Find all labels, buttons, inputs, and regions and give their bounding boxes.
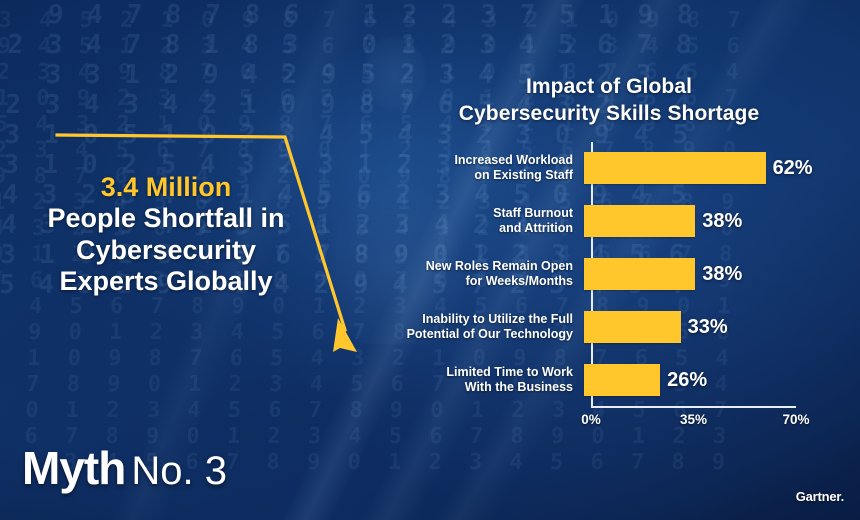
bar-track: 38% (584, 248, 850, 301)
bar-value-label: 33% (687, 315, 728, 338)
gartner-logo: Gartner. (795, 489, 844, 504)
bar-track: 38% (584, 195, 850, 248)
bar-category-label: Staff Burnout and Attrition (400, 206, 582, 237)
bar-row: New Roles Remain Open for Weeks/Months 38% (400, 248, 850, 301)
bar-category-label-line: New Roles Remain Open (425, 258, 573, 273)
bar-category-label-line: and Attrition (499, 221, 573, 236)
bar-row: Staff Burnout and Attrition 38% (400, 195, 850, 248)
bar-row: Inability to Utilize the Full Potential o… (400, 301, 850, 354)
myth-number: No. 3 (131, 449, 227, 493)
bar-rows-container: Increased Workload on Existing Staff 62% St… (400, 142, 850, 407)
bar (584, 258, 696, 291)
headline-body: People Shortfall in Cybersecurity Expert… (47, 203, 285, 296)
bar-category-label-line: on Existing Staff (474, 168, 573, 183)
x-axis-tick-label: 70% (782, 411, 810, 427)
bar-category-label: Inability to Utilize the Full Potential o… (400, 312, 582, 343)
bar-value-label: 62% (772, 156, 813, 179)
bar-category-label: New Roles Remain Open for Weeks/Months (400, 259, 582, 290)
bar-category-label-line: Inability to Utilize the Full (422, 311, 573, 326)
chart-plot-area: Increased Workload on Existing Staff 62% St… (400, 141, 850, 427)
bar-category-label-line: Limited Time to Work (446, 364, 573, 379)
bar-track: 33% (584, 301, 850, 354)
bar-category-label-line: Increased Workload (454, 152, 573, 167)
x-axis-ticks: 0% 35% 70% (581, 411, 809, 434)
bar-row: Limited Time to Work With the Business 26% (400, 354, 850, 407)
bar-category-label-line: Staff Burnout (493, 205, 573, 220)
bar-value-label: 26% (667, 368, 708, 391)
x-axis-tick-label: 0% (581, 411, 601, 427)
x-axis-tick-label: 35% (679, 411, 708, 427)
bar-track: 62% (584, 142, 850, 195)
headline-block: 3.4 Million People Shortfall in Cybersec… (26, 172, 306, 297)
bar-category-label-line: Potential of Our Technology (406, 327, 573, 342)
chart-title-line-2: Cybersecurity Skills Shortage (458, 101, 760, 125)
bar (584, 311, 681, 344)
chart-title-line-1: Impact of Global (525, 75, 693, 98)
bar (584, 152, 766, 185)
myth-label: Myth No. 3 (22, 441, 227, 495)
bar-value-label: 38% (702, 262, 743, 285)
bar-category-label-line: With the Business (464, 380, 573, 395)
bar-category-label: Increased Workload on Existing Staff (400, 153, 582, 184)
chart-title: Impact of Global Cybersecurity Skills Sh… (424, 74, 794, 128)
bar-category-label-line: for Weeks/Months (465, 274, 573, 289)
bar-value-label: 38% (702, 209, 743, 232)
bar-chart: Impact of Global Cybersecurity Skills Sh… (400, 74, 850, 454)
bar-row: Increased Workload on Existing Staff 62% (400, 142, 850, 195)
bar-category-label: Limited Time to Work With the Business (400, 365, 582, 396)
myth-word: Myth (22, 442, 126, 494)
bar-track: 26% (584, 354, 850, 407)
bar (584, 205, 696, 238)
bar (584, 364, 661, 397)
headline-accent-number: 3.4 Million (100, 172, 232, 202)
